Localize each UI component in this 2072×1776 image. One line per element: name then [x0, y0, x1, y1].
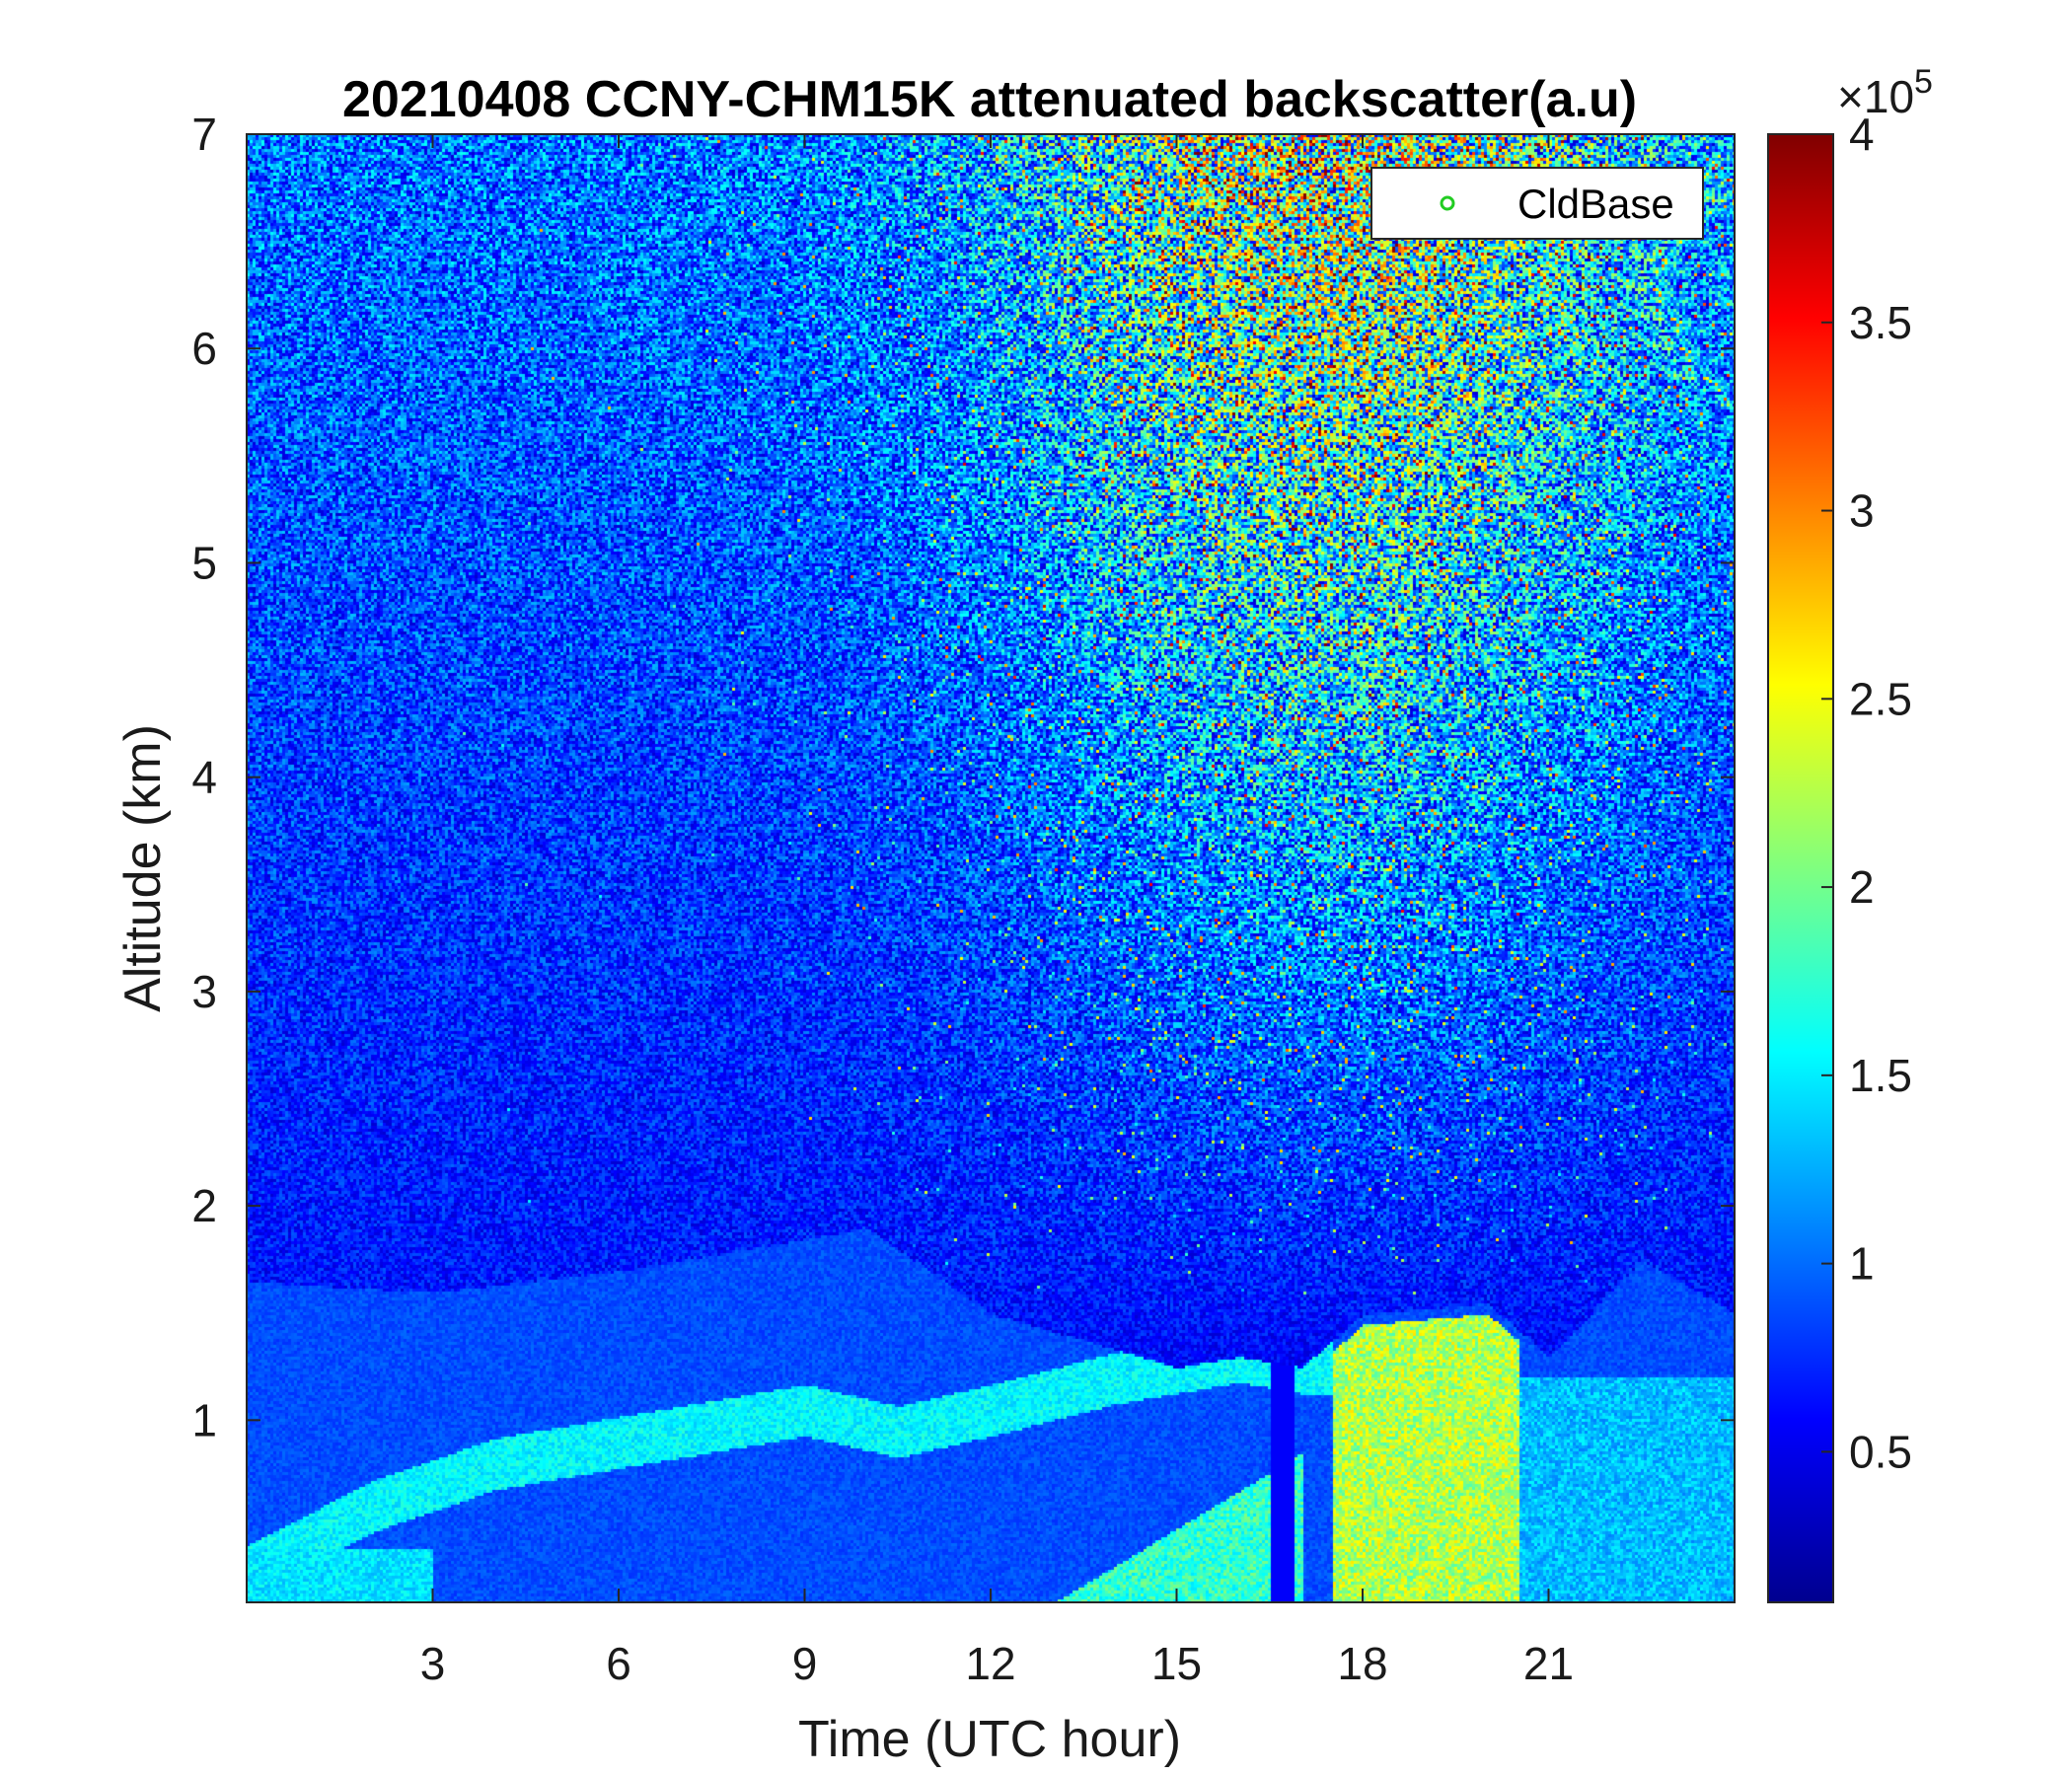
cldbase-marker-icon: [1440, 195, 1455, 211]
colorbar-ticks: 0.5 1 1.5 2 2.5 3 3.5 4: [1821, 109, 1912, 1477]
y-tick-label: 4: [191, 752, 217, 803]
y-axis: 1 2 3 4 5 6 7: [191, 109, 1735, 1445]
x-tick-label: 12: [965, 1638, 1015, 1689]
x-tick-label: 18: [1337, 1638, 1387, 1689]
colorbar-tick-label: 3: [1849, 485, 1875, 537]
y-axis-label: Altitude (km): [114, 724, 172, 1012]
colorbar-tick-label: 1: [1849, 1238, 1875, 1290]
colorbar-tick-label: 2.5: [1849, 673, 1912, 724]
colorbar-gradient: [1767, 133, 1834, 1603]
x-tick-label: 6: [606, 1638, 631, 1689]
x-axis: 3 6 9 12 15 18 21: [420, 134, 1574, 1689]
colorbar-tick-label: 0.5: [1849, 1426, 1912, 1477]
colorbar-tick-label: 3.5: [1849, 297, 1912, 348]
y-tick-label: 3: [191, 966, 217, 1017]
colorbar-tick-label: 1.5: [1849, 1050, 1912, 1101]
colorbar-exponent: ×105: [1837, 63, 1933, 122]
legend-box[interactable]: CldBase: [1370, 167, 1704, 240]
y-tick-label: 7: [191, 109, 217, 160]
y-tick-label: 5: [191, 537, 217, 588]
colorbar-tick-label: 2: [1849, 861, 1875, 913]
legend-label: CldBase: [1517, 181, 1674, 227]
y-tick-label: 2: [191, 1180, 217, 1231]
x-tick-label: 21: [1523, 1638, 1574, 1689]
x-axis-label: Time (UTC hour): [798, 1711, 1181, 1768]
y-tick-label: 6: [191, 323, 217, 374]
heatmap-image: [247, 134, 1735, 1602]
colorbar-tick-label: 4: [1849, 109, 1875, 160]
x-tick-label: 3: [420, 1638, 446, 1689]
chart-title: 20210408 CCNY-CHM15K attenuated backscat…: [342, 71, 1637, 128]
colorbar: 0.5 1 1.5 2 2.5 3 3.5 4 ×105: [1767, 63, 1933, 1603]
y-tick-label: 1: [191, 1394, 217, 1445]
x-tick-label: 15: [1151, 1638, 1202, 1689]
x-tick-label: 9: [792, 1638, 818, 1689]
